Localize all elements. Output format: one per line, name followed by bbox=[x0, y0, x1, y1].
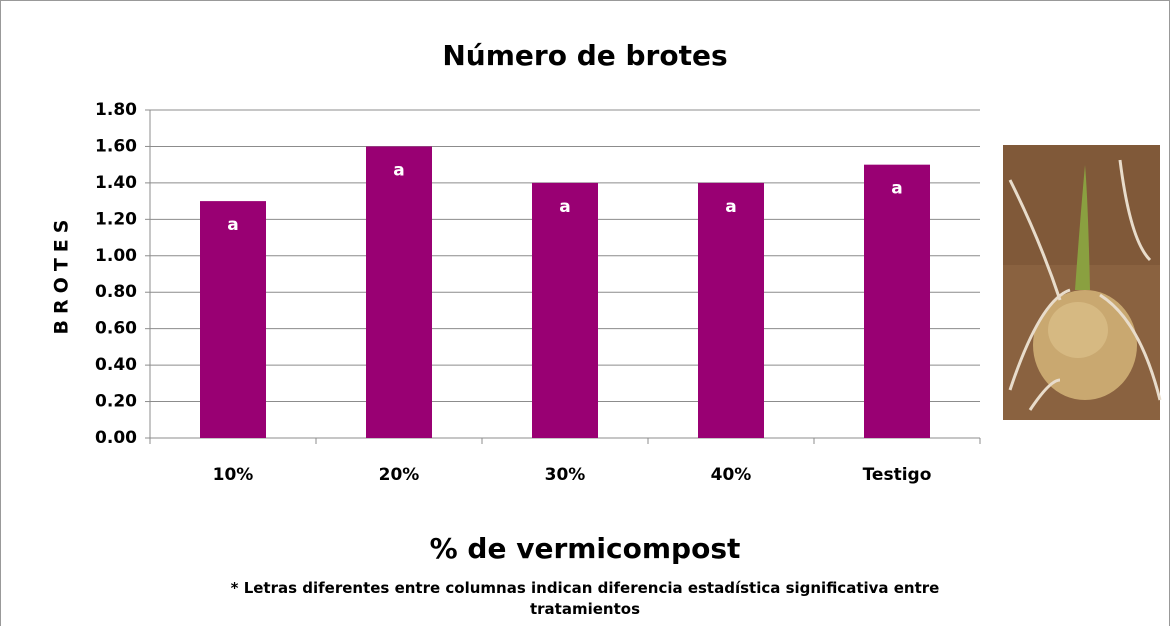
bar-letter: a bbox=[725, 197, 736, 217]
x-tick-label: Testigo bbox=[863, 465, 932, 485]
photo bbox=[1003, 145, 1162, 420]
chart-title: Número de brotes bbox=[442, 39, 727, 72]
bar bbox=[532, 182, 598, 438]
y-tick-label: 0.60 bbox=[95, 319, 137, 339]
y-tick-label: 0.20 bbox=[95, 392, 137, 412]
x-tick-label: 40% bbox=[711, 465, 752, 485]
y-tick-label: 0.00 bbox=[95, 428, 137, 448]
footnote: * Letras diferentes entre columnas indic… bbox=[230, 579, 940, 618]
bar bbox=[200, 201, 266, 438]
bar bbox=[366, 146, 432, 438]
x-tick-label: 10% bbox=[213, 465, 254, 485]
x-tick-label: 30% bbox=[545, 465, 586, 485]
bar bbox=[698, 182, 764, 438]
bar bbox=[864, 164, 930, 438]
x-tick-label: 20% bbox=[379, 465, 420, 485]
bar-letter: a bbox=[393, 160, 404, 180]
x-axis-label: % de vermicompost bbox=[430, 532, 741, 565]
y-tick-label: 0.80 bbox=[95, 282, 137, 302]
y-tick-label: 1.20 bbox=[95, 209, 137, 229]
y-tick-label: 1.40 bbox=[95, 173, 137, 193]
y-tick-label: 1.60 bbox=[95, 136, 137, 156]
bar-letter: a bbox=[891, 179, 902, 199]
y-tick-label: 1.80 bbox=[95, 100, 137, 120]
bar-letter: a bbox=[227, 215, 238, 235]
y-tick-label: 0.40 bbox=[95, 355, 137, 375]
bar-letter: a bbox=[559, 197, 570, 217]
y-tick-label: 1.00 bbox=[95, 246, 137, 266]
y-axis-label: BROTES bbox=[51, 214, 73, 335]
